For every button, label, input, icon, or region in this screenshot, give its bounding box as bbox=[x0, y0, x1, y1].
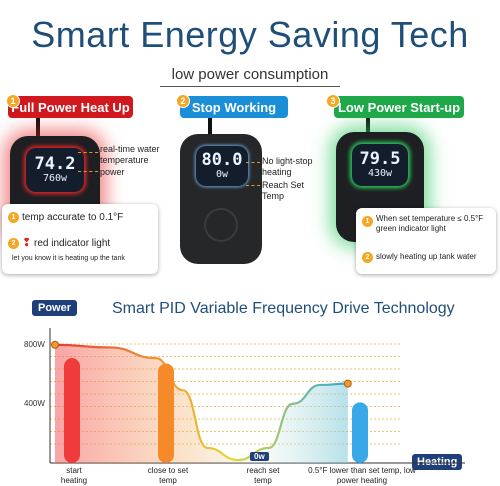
y-tick-400w: 400W bbox=[24, 399, 45, 408]
step-number-2: 2 bbox=[176, 94, 190, 108]
suction-cup bbox=[204, 208, 238, 242]
card-item-number: 2 bbox=[8, 238, 19, 249]
callout-line-power bbox=[78, 171, 98, 172]
step-label-stop-working: Stop Working bbox=[180, 96, 288, 118]
step-number-1: 1 bbox=[6, 94, 20, 108]
heater-display-1: 74.2 760w bbox=[26, 148, 84, 192]
y-tick-800w: 800W bbox=[24, 340, 45, 349]
callout-realtime-temp: real-time water temperature bbox=[100, 144, 160, 165]
curve-start-point bbox=[51, 340, 59, 349]
heater-device-off: 80.0 0w bbox=[180, 134, 262, 264]
x-label-close: close to set temp bbox=[147, 466, 189, 485]
display-power: 0w bbox=[215, 169, 229, 180]
display-temperature: 79.5 bbox=[359, 149, 401, 169]
display-power: 760w bbox=[42, 173, 68, 184]
display-temperature: 74.2 bbox=[34, 154, 76, 174]
card-item-green-light: When set temperature ≤ 0.5°F green indic… bbox=[376, 214, 484, 233]
axis-tag-power: Power bbox=[32, 300, 78, 316]
power-curve bbox=[54, 343, 348, 462]
axis-tag-heating: Heating bbox=[412, 454, 463, 470]
step-number-3: 3 bbox=[326, 94, 340, 108]
heater-cord-2 bbox=[208, 118, 212, 144]
card-note-heating: let you know it is heating up the tank bbox=[12, 255, 125, 262]
callout-line-temp bbox=[78, 152, 98, 153]
card-item-number: 1 bbox=[362, 216, 373, 227]
display-temperature: 80.0 bbox=[201, 150, 243, 170]
card-item-slow-heat: slowly heating up tank water bbox=[376, 252, 477, 261]
pid-chart bbox=[49, 328, 465, 464]
callout-line-reach bbox=[246, 185, 260, 186]
card-item-number: 1 bbox=[8, 212, 19, 223]
callout-line-stop bbox=[246, 162, 260, 163]
x-label-reach: reach set temp bbox=[246, 466, 280, 485]
x-label-start: start heating bbox=[60, 466, 88, 485]
card-item-accuracy: temp accurate to 0.1°F bbox=[22, 212, 124, 223]
red-light-icon: ❢ bbox=[22, 237, 32, 249]
x-label-low-power: 0.5°F lower than set temp, low power hea… bbox=[308, 466, 416, 485]
power-bar bbox=[352, 402, 368, 463]
curve-end-point bbox=[343, 379, 352, 388]
callout-power: power bbox=[100, 167, 125, 177]
zero-watt-tag: 0w bbox=[250, 452, 269, 461]
heater-display-2: 80.0 0w bbox=[196, 146, 248, 186]
power-bar bbox=[64, 358, 80, 463]
card-item-red-light: red indicator light bbox=[34, 238, 111, 249]
page-subtitle: low power consumption bbox=[171, 66, 329, 83]
info-card-1: 1 temp accurate to 0.1°F 2 ❢ red indicat… bbox=[2, 204, 158, 274]
page-title: Smart Energy Saving Tech bbox=[31, 14, 469, 55]
callout-reach-set: Reach Set Temp bbox=[262, 180, 305, 201]
step-label-full-power: Full Power Heat Up bbox=[8, 96, 133, 118]
card-item-number: 2 bbox=[362, 252, 373, 263]
display-power: 430w bbox=[367, 168, 393, 179]
heater-cord-3 bbox=[366, 118, 370, 142]
subtitle-underline bbox=[160, 86, 340, 87]
pid-title: Smart PID Variable Frequency Drive Techn… bbox=[112, 300, 455, 317]
power-bar bbox=[158, 363, 174, 463]
info-card-3: 1 When set temperature ≤ 0.5°F green ind… bbox=[356, 208, 496, 274]
heater-cord-1 bbox=[36, 118, 40, 148]
step-label-low-power: Low Power Start-up bbox=[334, 96, 464, 118]
heater-display-3: 79.5 430w bbox=[352, 144, 408, 186]
power-area bbox=[55, 344, 348, 463]
callout-no-light: No light-stop heating bbox=[262, 156, 313, 177]
